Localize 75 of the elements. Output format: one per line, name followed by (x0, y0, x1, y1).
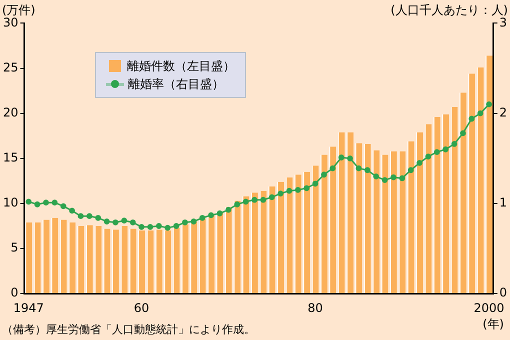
point (260, 196, 266, 203)
point (390, 174, 396, 180)
y-tick-label: 15 (2, 150, 18, 165)
point (442, 146, 449, 152)
point (486, 101, 492, 108)
y-tick-label: 0 (10, 286, 18, 300)
point (434, 149, 440, 156)
point (234, 201, 240, 208)
point (112, 219, 118, 226)
x-tick-label: 60 (134, 300, 150, 315)
x-tick-label: 1947 (13, 300, 44, 315)
point (69, 208, 75, 214)
x-tick-label: 2000 (474, 300, 504, 315)
point (26, 198, 32, 205)
point (321, 172, 327, 178)
point (338, 154, 344, 160)
y-tick-label: 5 (10, 240, 18, 255)
point (95, 214, 102, 221)
point (34, 201, 40, 208)
point (373, 173, 380, 180)
point (130, 219, 136, 226)
point (199, 214, 206, 221)
legend-label: 離婚件数（左目盛） (127, 58, 235, 74)
point (52, 200, 58, 206)
point (121, 218, 128, 224)
x-axis-title: (年) (482, 316, 504, 333)
y-tick-label: 25 (2, 60, 18, 74)
point (190, 218, 197, 224)
point (382, 177, 388, 183)
y-tick-label: 30 (2, 15, 18, 30)
point (312, 180, 318, 187)
point (156, 223, 162, 229)
point (43, 200, 49, 206)
y2-tick-label: 3 (499, 15, 508, 30)
point (252, 196, 258, 203)
point (451, 141, 458, 147)
point (147, 224, 154, 230)
point (416, 160, 422, 166)
point (208, 212, 214, 218)
y-tick-label: 10 (2, 196, 18, 210)
point (294, 186, 301, 193)
point (347, 155, 353, 162)
point (78, 213, 84, 220)
point (164, 224, 171, 231)
y2-tick-label: 1 (499, 196, 508, 210)
point (399, 175, 406, 182)
point (286, 188, 292, 194)
x-tick-label: 80 (308, 300, 323, 315)
point (468, 116, 475, 122)
point (60, 203, 66, 210)
point (216, 210, 223, 216)
y-tick-label: 20 (2, 105, 18, 120)
point (425, 154, 432, 160)
point (304, 185, 310, 192)
point (330, 165, 336, 172)
point (408, 167, 414, 174)
point (477, 110, 484, 116)
point (460, 130, 466, 136)
point (182, 219, 188, 226)
point (173, 223, 180, 229)
legend-label: 離婚率（右目盛） (128, 76, 224, 92)
point (104, 218, 110, 224)
point (364, 167, 370, 174)
text: （備考）厚生労働省「人口動態統計」により作成。 (2, 322, 255, 337)
point (86, 213, 92, 220)
point (356, 165, 362, 172)
point (268, 194, 275, 200)
y-axis-title: (万件) (2, 2, 36, 18)
point (138, 224, 144, 230)
point (278, 190, 284, 196)
y2-tick-label: 2 (499, 105, 508, 120)
point (225, 206, 232, 213)
point (242, 198, 249, 205)
y2-axis-title: (人口千人あたり：人) (390, 2, 508, 18)
y2-tick-label: 0 (499, 286, 508, 300)
